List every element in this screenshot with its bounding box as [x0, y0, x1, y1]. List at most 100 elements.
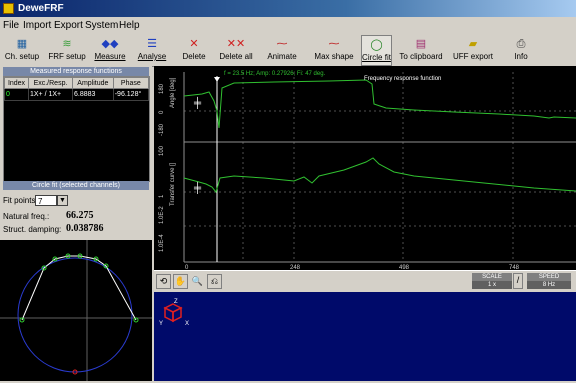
gizmo-cube-top [163, 303, 183, 313]
delete-all-button[interactable]: ✕✕ Delete all [219, 38, 253, 61]
pan-hand-icon[interactable]: ✋ [173, 274, 188, 289]
circle-fit-button[interactable]: ◯ Circle fit [361, 35, 392, 66]
column-exc-resp: Exc./Resp. [28, 77, 73, 89]
plot-title: Frequency response function [364, 76, 441, 82]
amp-tick-label: 100 [159, 145, 165, 156]
damping-value: 0.038786 [66, 223, 104, 234]
structure-3d-view[interactable]: Z Y X [154, 292, 576, 381]
info-button[interactable]: ⎙ Info [508, 35, 534, 66]
chevron-down-icon[interactable]: ▼ [57, 195, 68, 206]
amplitude-axis-label: Transfer curve [] [170, 162, 176, 206]
info-icon: ⎙ [516, 38, 526, 50]
fit-point-marker [52, 256, 58, 262]
speed-value[interactable]: 8 Hz [527, 281, 571, 289]
cursor-crosshair-amp-icon: ╪ [193, 181, 202, 195]
analyse-icon: ☰ [147, 38, 157, 50]
phase-curve [183, 79, 576, 129]
fit-circle [17, 257, 133, 373]
title-bar: DeweFRF [0, 0, 576, 17]
gizmo-label-y: Y [159, 321, 163, 327]
fit-point-marker [103, 263, 109, 269]
measure-button[interactable]: ◆◆ Measure [90, 35, 130, 66]
x-tick-label: 498 [399, 265, 410, 270]
fit-point-marker [19, 317, 25, 323]
measure-icon: ◆◆ [101, 38, 119, 50]
clipboard-icon: ▤ [415, 38, 427, 50]
delete-all-icon: ✕✕ [226, 38, 246, 50]
fit-points-label: Fit points: [3, 196, 38, 205]
column-index: Index [4, 77, 29, 89]
cursor-marker-icon [214, 77, 220, 82]
phase-axis-label: Angle [deg] [170, 77, 176, 108]
table-row[interactable]: 0 1X+ / 1X+ 6.8883 -96.128° [4, 88, 150, 101]
circle-fit-plot [0, 240, 152, 381]
speed-label: SPEED [527, 273, 571, 281]
natural-freq-value: 66.275 [66, 210, 94, 221]
reset-view-icon[interactable]: ⎌ [207, 274, 222, 289]
measured-functions-header: Measured response functions [3, 67, 149, 76]
app-icon [3, 3, 14, 14]
x-tick-label: 0 [185, 265, 189, 270]
column-amplitude: Amplitude [71, 77, 114, 89]
animate-icon: ⁓ [276, 38, 288, 50]
uff-export-button[interactable]: ▰ UFF export [452, 38, 493, 61]
cursor-crosshair-phase-icon: ╪ [193, 96, 202, 110]
phase-tick-label: -180 [159, 123, 165, 136]
zoom-icon[interactable]: 🔍 [190, 274, 205, 289]
table-header-row: Index Exc./Resp. Amplitude Phase [4, 77, 150, 89]
fit-point-marker [93, 256, 99, 262]
ch-setup-button[interactable]: ▦ Ch. setup [2, 35, 42, 66]
cell-index: 0 [4, 88, 29, 101]
axes-gizmo: Z Y X [159, 299, 189, 327]
scale-label: SCALE [472, 273, 512, 281]
x-tick-label: 748 [509, 265, 520, 270]
to-clipboard-button[interactable]: ▤ To clipboard [399, 38, 443, 61]
window-title: DeweFRF [18, 3, 64, 14]
frf-plot[interactable]: ╪ ╪ f = 23.5 Hz; Amp: 0.27926; Fi: 47 de… [154, 66, 576, 271]
cell-amplitude: 6.8883 [71, 88, 114, 101]
uff-export-icon: ▰ [468, 38, 478, 50]
menu-system[interactable]: System [85, 20, 119, 31]
amp-tick-label: 1 [159, 194, 165, 198]
gizmo-label-z: Z [174, 299, 178, 305]
circle-fit-header: Circle fit (selected channels) [3, 181, 149, 190]
gizmo-cube-right [172, 306, 182, 323]
natural-freq-label: Natural freq.: [3, 212, 50, 221]
menu-file[interactable]: File [3, 20, 20, 31]
measured-functions-table: Index Exc./Resp. Amplitude Phase 0 1X+ /… [3, 76, 150, 182]
channel-setup-icon: ▦ [16, 38, 28, 50]
circle-fit-icon: ◯ [370, 39, 383, 51]
frf-plot-svg: ╪ ╪ f = 23.5 Hz; Amp: 0.27926; Fi: 47 de… [159, 71, 576, 271]
delete-icon: ✕ [189, 38, 199, 50]
fit-point-marker [41, 265, 47, 271]
animate-button[interactable]: ⁓ Animate [262, 35, 302, 66]
nyquist-data-curve [21, 255, 137, 321]
gizmo-label-x: X [185, 321, 189, 327]
circle-center-marker [72, 369, 78, 375]
view-toolbar: ⟲ ✋ 🔍 ⎌ SCALE 1 x / SPEED 8 Hz [154, 270, 576, 293]
x-tick-label: 248 [290, 265, 301, 270]
menu-bar: File Import Export System Help [0, 17, 576, 35]
delete-button[interactable]: ✕ Delete [180, 35, 208, 66]
phase-tick-label: 0 [159, 110, 165, 114]
amplitude-curve [183, 157, 576, 194]
scale-slider-icon[interactable]: / [513, 273, 523, 289]
cell-exc-resp: 1X+ / 1X+ [28, 88, 73, 101]
amp-tick-label: 1.0E-4 [159, 234, 165, 252]
scale-value[interactable]: 1 x [472, 281, 512, 289]
fit-point-marker [65, 253, 71, 259]
phase-tick-label: 180 [159, 83, 165, 94]
menu-help[interactable]: Help [119, 20, 140, 31]
rotate-icon[interactable]: ⟲ [156, 274, 171, 289]
max-shape-button[interactable]: ⁓ Max shape [312, 35, 356, 66]
toolbar: ▦ Ch. setup ≋ FRF setup ◆◆ Measure ☰ Ana… [0, 35, 576, 67]
cursor-readout: f = 23.5 Hz; Amp: 0.27926; Fi: 47 deg. [224, 71, 326, 77]
menu-export[interactable]: Export [54, 20, 83, 31]
fit-point-marker [77, 253, 83, 259]
cell-phase: -96.128° [112, 88, 150, 101]
damping-label: Struct. damping: [3, 225, 62, 234]
analyse-button[interactable]: ☰ Analyse [134, 35, 170, 66]
fit-points-select[interactable]: 7 [35, 195, 57, 206]
frf-setup-button[interactable]: ≋ FRF setup [46, 35, 88, 66]
menu-import[interactable]: Import [23, 20, 52, 31]
